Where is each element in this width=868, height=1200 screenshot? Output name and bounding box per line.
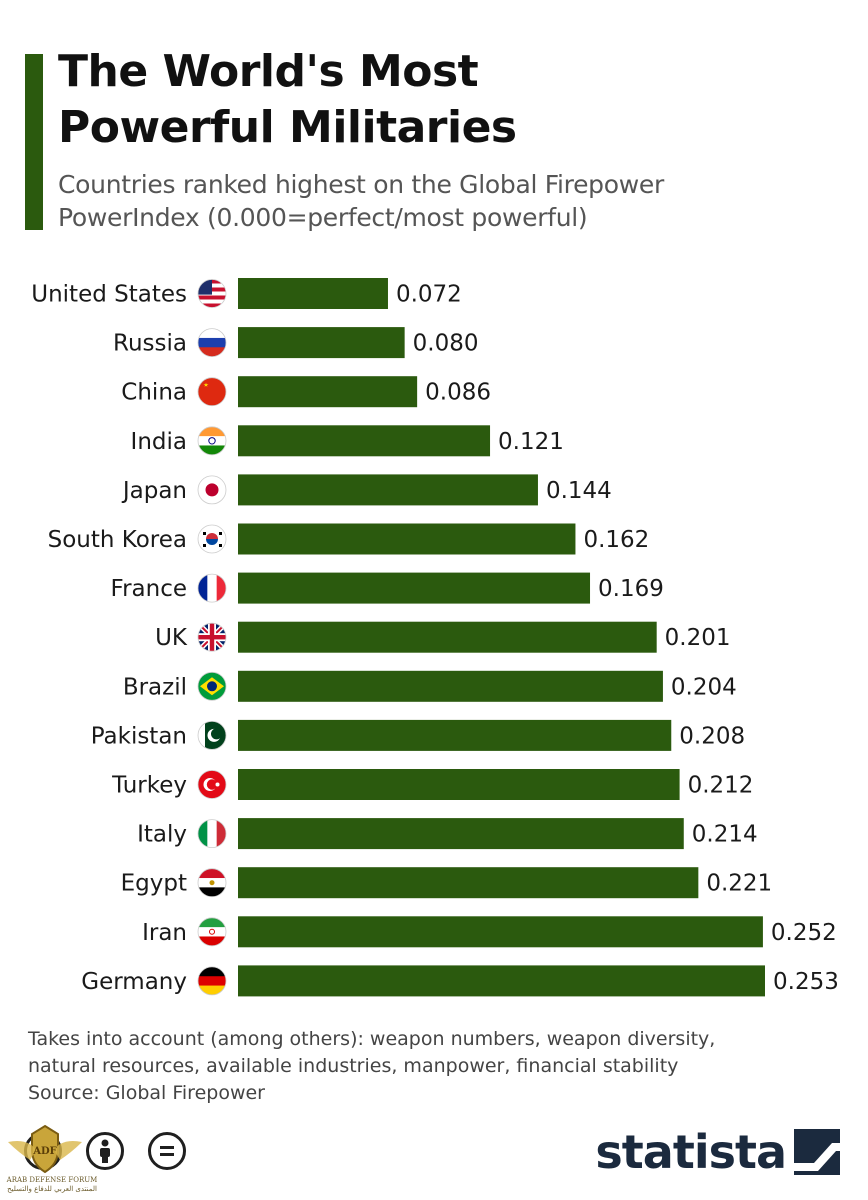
watermark-text: ARAB DEFENSE FORUM المنتدى العربي للدفاع… bbox=[2, 1176, 102, 1194]
bar-italy bbox=[238, 818, 684, 850]
brazil-flag-icon bbox=[197, 671, 227, 701]
title-line-1: The World's Most bbox=[58, 46, 479, 97]
bar-france bbox=[238, 572, 591, 604]
bar-row-italy: Italy 0.214 bbox=[137, 818, 758, 850]
source-line: Source: Global Firepower bbox=[28, 1082, 265, 1104]
iran-flag-icon bbox=[197, 917, 227, 947]
bar-row-india: India 0.121 bbox=[131, 425, 564, 457]
bar-row-turkey: Turkey 0.212 bbox=[111, 769, 753, 800]
egypt-flag-icon bbox=[197, 868, 227, 898]
india-flag-icon bbox=[197, 426, 227, 456]
bar-india bbox=[238, 425, 491, 457]
bar-label-italy: Italy bbox=[137, 822, 187, 848]
bar-row-france: France 0.169 bbox=[111, 572, 664, 604]
value-label-japan: 0.144 bbox=[546, 478, 612, 504]
bar-label-brazil: Brazil bbox=[123, 674, 187, 700]
footnote-line-2: natural resources, available industries,… bbox=[28, 1055, 679, 1077]
bar-label-france: France bbox=[111, 576, 187, 602]
no-derivatives-icon[interactable] bbox=[148, 1132, 186, 1170]
subtitle-line-1: Countries ranked highest on the Global F… bbox=[58, 170, 664, 199]
statista-logo-icon bbox=[794, 1129, 840, 1175]
watermark-logo: ADF bbox=[8, 1124, 82, 1174]
bar-label-japan: Japan bbox=[121, 478, 187, 504]
attribution-icon[interactable] bbox=[86, 1132, 124, 1170]
accent-bar bbox=[25, 54, 43, 230]
watermark-line-2: المنتدى العربي للدفاع والتسليح bbox=[7, 1185, 97, 1193]
value-label-germany: 0.253 bbox=[773, 969, 839, 995]
bar-germany bbox=[238, 965, 765, 997]
bar-row-brazil: Brazil 0.204 bbox=[123, 670, 737, 702]
bar-pakistan bbox=[238, 719, 672, 751]
bar-japan bbox=[238, 474, 538, 506]
value-label-uk: 0.201 bbox=[665, 625, 731, 651]
russia-flag-icon bbox=[197, 328, 227, 357]
bar-label-uk: UK bbox=[155, 625, 188, 651]
subtitle-line-2: PowerIndex (0.000=perfect/most powerful) bbox=[58, 203, 588, 232]
bar-label-south-korea: South Korea bbox=[48, 527, 187, 553]
statista-brand[interactable]: statista bbox=[595, 1126, 840, 1178]
china-flag-icon bbox=[197, 377, 227, 407]
value-label-india: 0.121 bbox=[498, 429, 564, 455]
value-label-turkey: 0.212 bbox=[688, 773, 754, 799]
bar-label-china: China bbox=[121, 380, 187, 406]
value-label-egypt: 0.221 bbox=[706, 871, 772, 897]
value-label-italy: 0.214 bbox=[692, 822, 758, 848]
bar-russia bbox=[238, 327, 405, 359]
bar-iran bbox=[238, 916, 763, 948]
footnote: Takes into account (among others): weapo… bbox=[28, 1026, 848, 1107]
bar-row-south-korea: South Korea 0.162 bbox=[48, 523, 649, 555]
bar-label-russia: Russia bbox=[113, 331, 187, 357]
chart-title: The World's Most Powerful Militaries bbox=[58, 44, 838, 156]
value-label-south-korea: 0.162 bbox=[583, 527, 649, 553]
value-label-russia: 0.080 bbox=[413, 331, 479, 357]
bar-south-korea bbox=[238, 523, 576, 555]
bar-label-egypt: Egypt bbox=[121, 871, 187, 897]
bar-label-turkey: Turkey bbox=[111, 773, 187, 799]
value-label-brazil: 0.204 bbox=[671, 674, 737, 700]
south-korea-flag-icon bbox=[197, 524, 227, 554]
germany-flag-icon bbox=[197, 966, 227, 996]
bar-label-india: India bbox=[131, 429, 187, 455]
bar-row-united-states: United States 0.072 bbox=[31, 278, 462, 309]
value-label-china: 0.086 bbox=[425, 380, 491, 406]
bar-turkey bbox=[238, 769, 680, 800]
bar-row-uk: UK 0.201 bbox=[155, 621, 731, 653]
bar-row-japan: Japan 0.144 bbox=[121, 474, 612, 506]
france-flag-icon bbox=[197, 573, 227, 603]
bar-row-iran: Iran 0.252 bbox=[142, 916, 837, 948]
bar-row-russia: Russia 0.080 bbox=[113, 327, 479, 359]
bar-label-pakistan: Pakistan bbox=[91, 723, 187, 749]
japan-flag-icon bbox=[197, 475, 227, 505]
bar-row-germany: Germany 0.253 bbox=[81, 965, 839, 997]
value-label-france: 0.169 bbox=[598, 576, 664, 602]
value-label-united-states: 0.072 bbox=[396, 282, 462, 308]
value-label-pakistan: 0.208 bbox=[679, 723, 745, 749]
title-line-2: Powerful Militaries bbox=[58, 102, 517, 153]
value-label-iran: 0.252 bbox=[771, 920, 837, 946]
bar-chart: United States 0.072 Russia 0.080 China 0.086 I… bbox=[31, 278, 839, 997]
bar-egypt bbox=[238, 867, 699, 899]
bar-label-united-states: United States bbox=[31, 282, 187, 308]
bar-row-china: China 0.086 bbox=[121, 376, 491, 408]
turkey-flag-icon bbox=[197, 770, 227, 799]
watermark-line-1: ARAB DEFENSE FORUM bbox=[6, 1176, 98, 1184]
bar-row-egypt: Egypt 0.221 bbox=[121, 867, 772, 899]
bar-label-iran: Iran bbox=[142, 920, 187, 946]
brand-name: statista bbox=[595, 1125, 787, 1179]
pakistan-flag-icon bbox=[197, 720, 227, 750]
bar-row-pakistan: Pakistan 0.208 bbox=[91, 719, 745, 751]
bar-label-germany: Germany bbox=[81, 969, 187, 995]
bar-brazil bbox=[238, 670, 663, 702]
svg-text:ADF: ADF bbox=[32, 1146, 57, 1157]
us-flag-icon bbox=[197, 279, 227, 308]
italy-flag-icon bbox=[197, 819, 227, 848]
chart-subtitle: Countries ranked highest on the Global F… bbox=[58, 168, 838, 234]
bar-uk bbox=[238, 621, 657, 653]
uk-flag-icon bbox=[197, 622, 227, 652]
bar-china bbox=[238, 376, 418, 408]
bar-united-states bbox=[238, 278, 388, 309]
footnote-line-1: Takes into account (among others): weapo… bbox=[28, 1028, 716, 1050]
